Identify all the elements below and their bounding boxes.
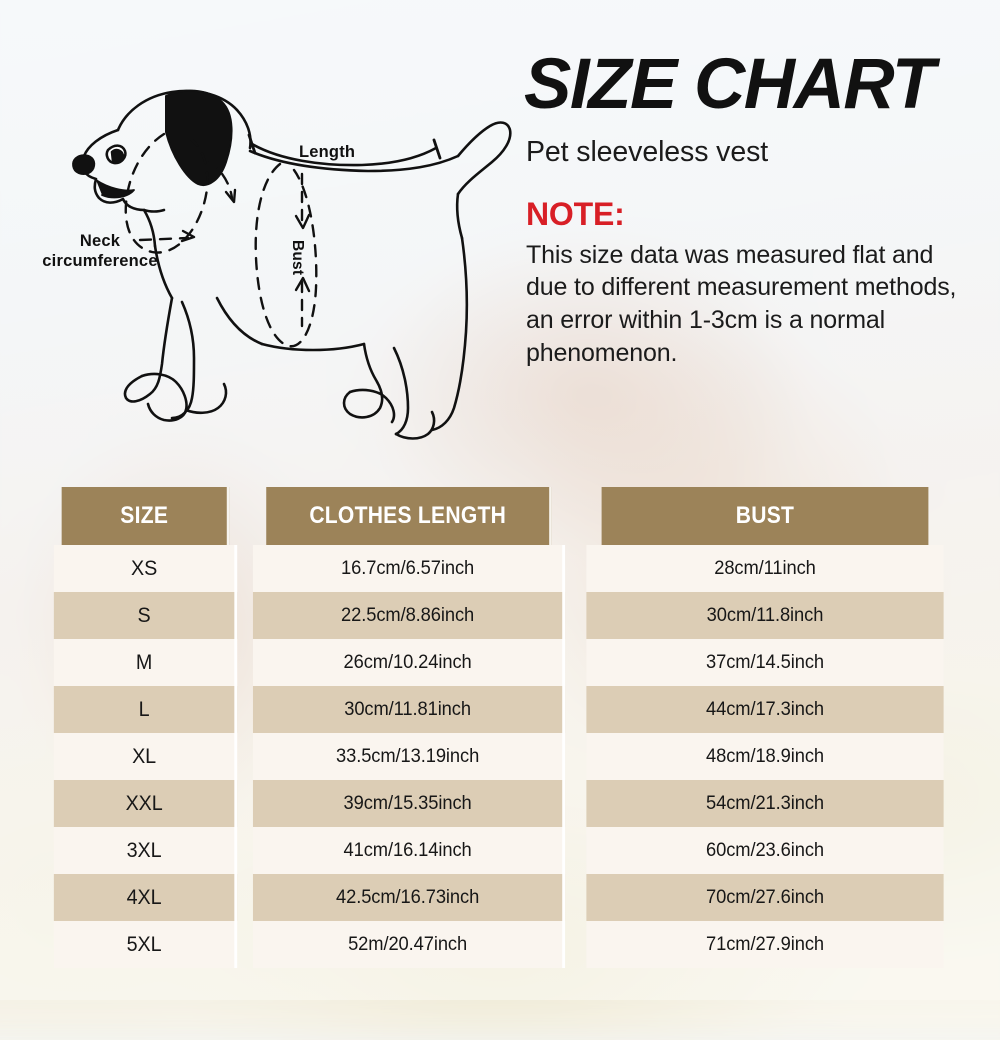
diagram-label-bust: Bust <box>289 240 306 276</box>
cell-clothes-length: 41cm/16.14inch <box>252 827 566 874</box>
page-subtitle: Pet sleeveless vest <box>526 135 769 168</box>
table-body: XS 16.7cm/6.57inch 28cm/11inch S 22.5cm/8.86… <box>48 545 955 968</box>
cell-bust: 70cm/27.6inch <box>586 874 944 921</box>
note-body-text: This size data was measured flat and due… <box>526 240 957 367</box>
cell-size: XS <box>53 545 238 592</box>
table-row: L 30cm/11.81inch 44cm/17.3inch <box>48 686 955 733</box>
cell-clothes-length: 16.7cm/6.57inch <box>252 545 566 592</box>
table-row: XS 16.7cm/6.57inch 28cm/11inch <box>48 545 955 592</box>
size-chart-table: SIZE CLOTHES LENGTH BUST XS 16.7cm/6.57in… <box>48 487 955 968</box>
cell-clothes-length: 26cm/10.24inch <box>252 639 566 686</box>
cell-size: M <box>53 639 238 686</box>
diagram-label-length: Length <box>299 143 356 161</box>
table-row: XL 33.5cm/13.19inch 48cm/18.9inch <box>48 733 955 780</box>
diagram-label-neck-circumference: Neck circumference <box>42 232 158 271</box>
cell-clothes-length: 30cm/11.81inch <box>252 686 566 733</box>
table-row: M 26cm/10.24inch 37cm/14.5inch <box>48 639 955 686</box>
cell-clothes-length: 42.5cm/16.73inch <box>252 874 566 921</box>
dog-measurement-diagram <box>22 52 522 452</box>
cell-bust: 48cm/18.9inch <box>586 733 944 780</box>
cell-bust: 54cm/21.3inch <box>586 780 944 827</box>
cell-bust: 30cm/11.8inch <box>586 592 944 639</box>
cell-clothes-length: 39cm/15.35inch <box>252 780 566 827</box>
cell-size: 4XL <box>53 874 238 921</box>
cell-clothes-length: 22.5cm/8.86inch <box>252 592 566 639</box>
cell-bust: 60cm/23.6inch <box>586 827 944 874</box>
cell-size: S <box>53 592 238 639</box>
table-header: SIZE CLOTHES LENGTH BUST <box>48 487 955 545</box>
table-row: S 22.5cm/8.86inch 30cm/11.8inch <box>48 592 955 639</box>
column-header-clothes-length: CLOTHES LENGTH <box>266 487 552 545</box>
cell-size: 5XL <box>53 921 238 968</box>
cell-size: 3XL <box>53 827 238 874</box>
cell-bust: 71cm/27.9inch <box>586 921 944 968</box>
header-section: Length Neck circumference Bust SIZE CHAR… <box>0 0 1000 478</box>
cell-size: XL <box>53 733 238 780</box>
note-label: NOTE: <box>526 195 625 232</box>
column-header-bust: BUST <box>601 487 929 545</box>
cell-clothes-length: 33.5cm/13.19inch <box>252 733 566 780</box>
column-header-size: SIZE <box>61 487 230 545</box>
cell-size: XXL <box>53 780 238 827</box>
page-title: SIZE CHART <box>524 45 935 124</box>
cell-size: L <box>53 686 238 733</box>
headings-block: SIZE CHART Pet sleeveless vest NOTE: Thi… <box>524 45 976 370</box>
table-row: 5XL 52m/20.47inch 71cm/27.9inch <box>48 921 955 968</box>
table-row: XXL 39cm/15.35inch 54cm/21.3inch <box>48 780 955 827</box>
cell-bust: 37cm/14.5inch <box>586 639 944 686</box>
table-row: 4XL 42.5cm/16.73inch 70cm/27.6inch <box>48 874 955 921</box>
table-row: 3XL 41cm/16.14inch 60cm/23.6inch <box>48 827 955 874</box>
cell-bust: 44cm/17.3inch <box>586 686 944 733</box>
cell-bust: 28cm/11inch <box>586 545 944 592</box>
table-header-row: SIZE CLOTHES LENGTH BUST <box>48 487 955 545</box>
cell-clothes-length: 52m/20.47inch <box>252 921 566 968</box>
